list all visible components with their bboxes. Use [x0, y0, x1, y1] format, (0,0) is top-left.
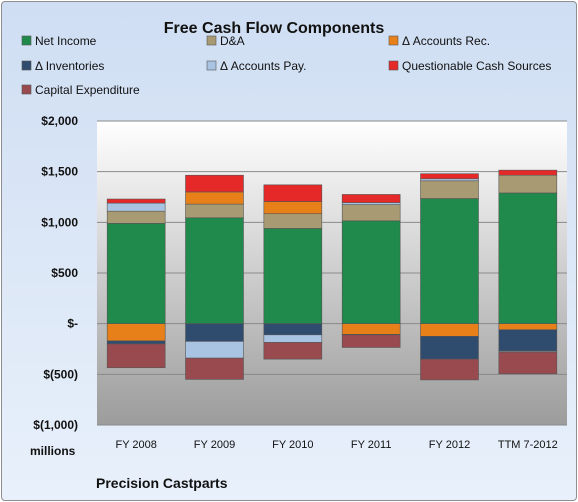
- legend-swatch-accounts-rec: [388, 35, 399, 46]
- x-tick-label: FY 2012: [429, 439, 470, 451]
- bar-capital-expenditure-fy-2012: [420, 358, 479, 381]
- legend-label-d-a: D&A: [220, 34, 245, 48]
- gridlines: [97, 120, 567, 426]
- y-tick-label: $1,000: [41, 215, 78, 229]
- bar-questionable-cash-sources-fy-2008: [106, 198, 166, 204]
- bar-accounts-pay-fy-2010: [263, 334, 323, 343]
- legend-label-capital-expenditure: Capital Expenditure: [35, 83, 140, 97]
- y-tick-label: $2,000: [41, 114, 78, 128]
- x-tick-label: TTM 7-2012: [498, 439, 558, 451]
- bar-accounts-rec-fy-2011: [341, 323, 401, 335]
- bar-d-a-fy-2012: [420, 180, 479, 199]
- legend-label-questionable-cash-sources: Questionable Cash Sources: [402, 59, 551, 73]
- x-tick-label: FY 2008: [115, 439, 156, 451]
- legend-label-accounts-rec: Δ Accounts Rec.: [402, 34, 490, 48]
- y-axis-ticks: $(1,000) $(500) $- $500 $1,000 $1,500 $2,000: [33, 114, 78, 432]
- y-tick-label: $1,500: [41, 165, 78, 179]
- legend-label-accounts-pay: Δ Accounts Pay.: [220, 59, 307, 73]
- bar-d-a-fy-2010: [263, 213, 323, 229]
- company-label: Precision Castparts: [96, 475, 228, 491]
- legend-swatch-inventories: [21, 60, 32, 71]
- bar-accounts-pay-fy-2008: [106, 202, 166, 212]
- legend: Net Income D&A Δ Accounts Rec. Δ Inventorie…: [21, 34, 551, 97]
- bar-inventories-ttm-7-2012: [498, 329, 558, 352]
- y-tick-label: $(1,000): [33, 418, 78, 432]
- x-tick-label: FY 2010: [272, 439, 313, 451]
- bar-accounts-rec-ttm-7-2012: [498, 323, 558, 331]
- bar-questionable-cash-sources-fy-2011: [341, 194, 401, 203]
- legend-label-inventories: Δ Inventories: [35, 59, 104, 73]
- bar-capital-expenditure-fy-2008: [106, 343, 166, 369]
- bar-capital-expenditure-fy-2009: [185, 357, 244, 380]
- bar-net-income-fy-2012: [420, 198, 479, 324]
- legend-swatch-questionable-cash-sources: [388, 60, 399, 71]
- bar-questionable-cash-sources-ttm-7-2012: [498, 169, 558, 176]
- bar-accounts-pay-fy-2009: [185, 341, 244, 359]
- bar-inventories-fy-2008: [106, 340, 166, 345]
- bar-accounts-pay-fy-2012: [420, 178, 479, 182]
- bar-questionable-cash-sources-fy-2010: [263, 184, 323, 202]
- x-tick-label: FY 2009: [194, 439, 235, 451]
- bar-d-a-ttm-7-2012: [498, 174, 558, 194]
- legend-swatch-net-income: [21, 35, 32, 46]
- bar-capital-expenditure-fy-2010: [263, 342, 323, 360]
- x-tick-label: FY 2011: [351, 439, 392, 451]
- bar-d-a-fy-2008: [106, 210, 166, 224]
- bar-questionable-cash-sources-fy-2012: [420, 173, 479, 180]
- legend-label-net-income: Net Income: [35, 34, 97, 48]
- legend-swatch-accounts-pay: [206, 60, 217, 71]
- bar-accounts-rec-fy-2009: [185, 191, 244, 205]
- bar-capital-expenditure-ttm-7-2012: [498, 351, 558, 375]
- unit-label: millions: [30, 444, 76, 458]
- bar-accounts-rec-fy-2010: [263, 201, 323, 215]
- bar-inventories-fy-2009: [185, 323, 244, 342]
- bar-inventories-fy-2012: [420, 336, 479, 360]
- bar-accounts-rec-fy-2008: [106, 323, 166, 342]
- bar-net-income-fy-2009: [185, 217, 244, 324]
- legend-swatch-capital-expenditure: [21, 84, 32, 95]
- bar-d-a-fy-2011: [341, 204, 401, 222]
- legend-swatch-d-a: [206, 35, 217, 46]
- y-tick-label: $(500): [43, 367, 78, 381]
- bar-d-a-fy-2009: [185, 203, 244, 219]
- bar-net-income-fy-2011: [341, 220, 401, 324]
- bar-accounts-pay-fy-2011: [341, 202, 401, 205]
- bar-net-income-fy-2010: [263, 228, 323, 324]
- x-axis-ticks: FY 2008 FY 2009 FY 2010 FY 2011 FY 2012 TTM 7…: [115, 439, 557, 451]
- y-tick-label: $-: [67, 317, 78, 331]
- bar-net-income-fy-2008: [106, 223, 166, 324]
- bar-accounts-rec-fy-2012: [420, 323, 479, 337]
- bar-inventories-fy-2010: [263, 323, 323, 336]
- chart-title: Free Cash Flow Components: [164, 20, 385, 37]
- bar-capital-expenditure-fy-2011: [341, 334, 401, 348]
- y-tick-label: $500: [51, 266, 78, 280]
- bar-questionable-cash-sources-fy-2009: [185, 174, 244, 193]
- bars: [106, 169, 558, 381]
- bar-net-income-ttm-7-2012: [498, 192, 558, 324]
